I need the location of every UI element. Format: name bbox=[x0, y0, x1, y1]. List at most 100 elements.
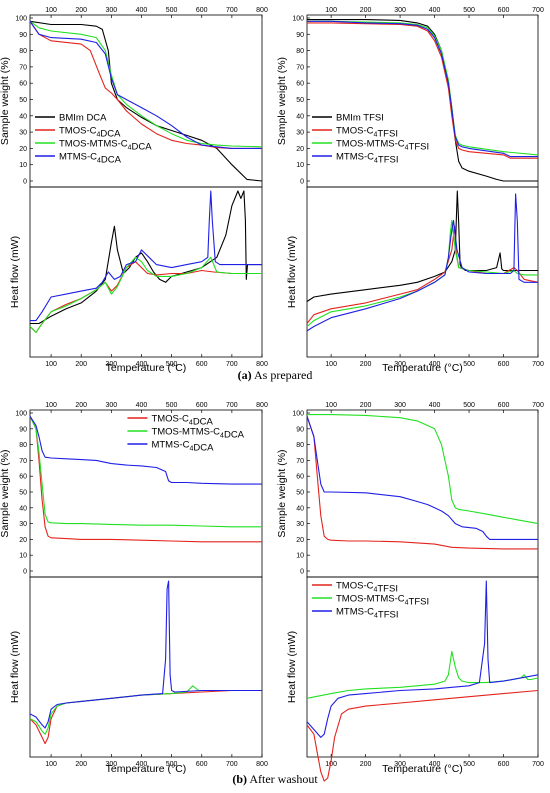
chart-a-left: 1001002002003003004004005005006006007007… bbox=[0, 7, 268, 374]
y-axis-label-weight: Sample weight (%) bbox=[276, 57, 288, 145]
heatflow-series-line bbox=[30, 190, 262, 325]
y-tick-label: 60 bbox=[19, 81, 27, 88]
legend-label: TMOS-MTMS-C4DCA bbox=[59, 139, 152, 153]
caption-b-letter: (b) bbox=[232, 772, 247, 786]
x-tick-label-top: 800 bbox=[256, 7, 268, 14]
x-axis-label: Temperature (°C) bbox=[106, 763, 187, 775]
y-tick-label: 90 bbox=[19, 32, 27, 39]
legend-label: TMOS-C4DCA bbox=[59, 126, 121, 140]
y-tick-label: 50 bbox=[296, 490, 304, 497]
x-tick-label: 600 bbox=[196, 361, 208, 368]
y-tick-label: 70 bbox=[19, 64, 27, 71]
x-tick-label-top: 700 bbox=[226, 7, 238, 14]
y-tick-label: 30 bbox=[19, 521, 27, 528]
x-tick-label-top: 100 bbox=[45, 7, 57, 14]
x-tick-label: 700 bbox=[226, 361, 238, 368]
heatflow-series-line bbox=[29, 256, 262, 333]
y-axis-label-heatflow: Heat flow (mW) bbox=[9, 631, 21, 703]
chart-b-left: 1001002002003003004004005005006006007007… bbox=[0, 402, 268, 775]
x-tick-label-top: 600 bbox=[196, 7, 208, 14]
weight-series-line bbox=[307, 20, 538, 158]
legend-label: TMOS-MTMS-C4DCA bbox=[151, 427, 244, 441]
x-tick-label: 300 bbox=[106, 361, 118, 368]
heatflow-frame bbox=[29, 576, 263, 758]
y-tick-label: 10 bbox=[296, 162, 304, 169]
x-tick-label: 600 bbox=[498, 361, 510, 368]
x-tick-label: 700 bbox=[532, 761, 544, 768]
x-tick-label: 100 bbox=[45, 761, 57, 768]
x-tick-label: 200 bbox=[360, 361, 372, 368]
y-tick-label: 30 bbox=[19, 130, 27, 137]
y-tick-label: 40 bbox=[296, 113, 304, 120]
heatflow-series-line bbox=[29, 580, 262, 729]
y-tick-label: 30 bbox=[296, 130, 304, 137]
y-tick-label: 20 bbox=[19, 146, 27, 153]
x-tick-label: 500 bbox=[463, 761, 475, 768]
weight-series-line bbox=[306, 416, 538, 550]
y-tick-label: 0 bbox=[23, 179, 27, 186]
legend-label: MTMS-C4DCA bbox=[59, 152, 122, 166]
y-tick-label: 70 bbox=[296, 64, 304, 71]
x-tick-label-top: 100 bbox=[325, 402, 337, 409]
weight-frame bbox=[306, 409, 539, 578]
chart-b-right: 1001002002003003004004005005006006007007… bbox=[276, 402, 544, 782]
x-tick-label-top: 200 bbox=[360, 7, 372, 14]
x-tick-label-top: 200 bbox=[75, 402, 87, 409]
y-tick-label: 90 bbox=[19, 426, 27, 433]
x-tick-label: 800 bbox=[256, 761, 268, 768]
x-tick-label: 700 bbox=[532, 361, 544, 368]
heatflow-frame bbox=[29, 186, 263, 358]
y-tick-label: 100 bbox=[292, 16, 304, 23]
y-tick-label: 10 bbox=[296, 553, 304, 560]
legend-label: MTMS-C4TFSI bbox=[336, 607, 399, 621]
y-tick-label: 80 bbox=[19, 442, 27, 449]
y-tick-label: 50 bbox=[296, 97, 304, 104]
x-tick-label-top: 500 bbox=[463, 402, 475, 409]
caption-a-letter: (a) bbox=[237, 368, 252, 382]
heatflow-series-line bbox=[29, 685, 262, 735]
y-tick-label: 60 bbox=[296, 81, 304, 88]
y-tick-label: 80 bbox=[19, 48, 27, 55]
legend-label: TMOS-C4TFSI bbox=[336, 126, 398, 140]
y-axis-label-weight: Sample weight (%) bbox=[0, 57, 11, 145]
y-tick-label: 50 bbox=[19, 97, 27, 104]
x-tick-label-top: 300 bbox=[106, 7, 118, 14]
x-tick-label: 800 bbox=[256, 361, 268, 368]
legend-label: TMOS-C4TFSI bbox=[336, 581, 398, 595]
heatflow-series-line bbox=[306, 225, 539, 324]
caption-b-text: After washout bbox=[247, 772, 318, 786]
weight-series-line bbox=[29, 415, 262, 485]
weight-series-line bbox=[29, 20, 263, 148]
weight-series-line bbox=[307, 22, 538, 159]
weight-series-line bbox=[29, 415, 262, 543]
x-tick-label: 400 bbox=[136, 361, 148, 368]
x-tick-label: 300 bbox=[394, 761, 406, 768]
x-tick-label-top: 300 bbox=[106, 402, 118, 409]
x-tick-label-top: 600 bbox=[498, 7, 510, 14]
x-tick-label: 600 bbox=[498, 761, 510, 768]
x-tick-label-top: 400 bbox=[429, 7, 441, 14]
x-tick-label: 100 bbox=[325, 761, 337, 768]
x-tick-label-top: 500 bbox=[463, 7, 475, 14]
y-tick-label: 70 bbox=[296, 458, 304, 465]
heatflow-series-line bbox=[306, 190, 538, 302]
y-tick-label: 60 bbox=[296, 474, 304, 481]
y-axis-label-heatflow: Heat flow (mW) bbox=[286, 631, 298, 703]
x-tick-label-top: 400 bbox=[136, 7, 148, 14]
caption-b: (b) After washout bbox=[0, 772, 550, 787]
x-tick-label-top: 700 bbox=[532, 402, 544, 409]
y-tick-label: 40 bbox=[19, 505, 27, 512]
x-tick-label-top: 700 bbox=[226, 402, 238, 409]
y-tick-label: 50 bbox=[19, 490, 27, 497]
legend-label: TMOS-MTMS-C4TFSI bbox=[336, 594, 429, 608]
x-tick-label: 700 bbox=[226, 761, 238, 768]
y-tick-label: 100 bbox=[15, 411, 27, 418]
x-axis-label: Temperature (°C) bbox=[382, 362, 463, 374]
x-tick-label-top: 100 bbox=[325, 7, 337, 14]
x-tick-label: 100 bbox=[325, 361, 337, 368]
x-tick-label: 400 bbox=[429, 761, 441, 768]
x-tick-label-top: 200 bbox=[360, 402, 372, 409]
x-tick-label: 400 bbox=[429, 361, 441, 368]
x-tick-label: 100 bbox=[45, 361, 57, 368]
